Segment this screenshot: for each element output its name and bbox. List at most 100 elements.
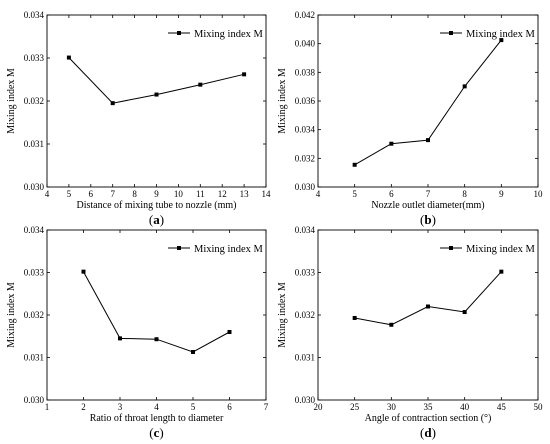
- legend-label: Mixing index M: [466, 29, 535, 40]
- x-axis-title: Distance of mixing tube to nozzle (mm): [77, 200, 237, 211]
- panel-label-close: ): [160, 212, 164, 227]
- legend: Mixing index M: [168, 29, 263, 40]
- x-tick-label: 20: [314, 402, 324, 412]
- data-point: [499, 269, 504, 274]
- x-tick-label: 6: [227, 402, 232, 412]
- data-point: [462, 310, 467, 315]
- y-tick-label: 0.031: [24, 353, 44, 363]
- legend-label: Mixing index M: [194, 29, 263, 40]
- x-tick-label: 12: [218, 189, 227, 199]
- legend: Mixing index M: [440, 29, 535, 40]
- data-point: [352, 162, 357, 167]
- panel-label: (d): [420, 425, 436, 440]
- y-tick-label: 0.040: [295, 39, 316, 49]
- panel-label-close: ): [432, 212, 436, 227]
- y-tick-label: 0.032: [24, 96, 44, 106]
- y-axis-title: Mixing index M: [277, 68, 288, 134]
- data-point: [66, 55, 71, 60]
- panel-label: (a): [149, 212, 164, 227]
- y-tick-label: 0.030: [295, 395, 316, 405]
- x-axis-title: Ratio of throat length to diameter: [90, 413, 224, 424]
- panel-label-letter: a: [153, 212, 160, 227]
- data-point: [154, 92, 159, 97]
- panel-label-open: (: [149, 425, 153, 440]
- y-tick-label: 0.034: [295, 125, 316, 135]
- panel-label: (c): [149, 425, 163, 440]
- y-tick-label: 0.030: [295, 182, 316, 192]
- y-tick-label: 0.034: [24, 10, 45, 20]
- x-tick-label: 10: [534, 189, 544, 199]
- y-axis-title: Mixing index M: [6, 68, 17, 134]
- y-axis-title: Mixing index M: [6, 282, 17, 348]
- x-tick-label: 13: [240, 189, 250, 199]
- plot-frame: [46, 229, 267, 401]
- y-tick-label: 0.030: [24, 395, 45, 405]
- series-line: [354, 271, 502, 326]
- legend-marker: [449, 246, 453, 250]
- panel-label-letter: b: [424, 212, 431, 227]
- x-tick-label: 8: [132, 189, 137, 199]
- x-tick-label: 5: [67, 189, 72, 199]
- data-point: [198, 82, 203, 87]
- x-tick-label: 8: [462, 189, 467, 199]
- y-tick-label: 0.032: [295, 310, 315, 320]
- x-tick-label: 2: [81, 402, 86, 412]
- x-axis-title: Angle of contraction section (°): [365, 413, 492, 424]
- x-tick-label: 50: [534, 402, 544, 412]
- data-point: [110, 101, 115, 106]
- chart-panel-b: 4 5 6 7 8 9 10 0.030 0.032 0.034 0.036 0.038 0.040 0.…: [277, 10, 543, 227]
- series-line: [354, 39, 502, 166]
- x-tick-label: 35: [424, 402, 434, 412]
- x-tick-label: 7: [426, 189, 431, 199]
- y-tick-label: 0.034: [24, 225, 45, 235]
- x-tick-label: 9: [499, 189, 504, 199]
- panel-label-open: (: [420, 425, 424, 440]
- y-tick-label: 0.038: [295, 67, 316, 77]
- y-tick-label: 0.030: [24, 182, 45, 192]
- data-point: [462, 84, 467, 89]
- data-point: [352, 315, 357, 320]
- chart-panel-a: 4 5 6 7 8 9 10 11 12 13 14 0.030 0.031 0.032 0.033 0.03…: [6, 10, 271, 227]
- y-tick-label: 0.033: [24, 268, 45, 278]
- data-point: [426, 304, 430, 309]
- y-tick-label: 0.031: [295, 353, 315, 363]
- data-point: [389, 322, 394, 327]
- panel-label-close: ): [159, 425, 163, 440]
- x-tick-label: 6: [89, 189, 94, 199]
- x-tick-label: 25: [350, 402, 360, 412]
- x-tick-label: 11: [196, 189, 205, 199]
- plot-frame: [46, 14, 267, 188]
- legend-marker: [449, 31, 453, 35]
- x-tick-label: 14: [262, 189, 272, 199]
- x-tick-label: 7: [110, 189, 115, 199]
- data-point: [389, 141, 394, 146]
- y-tick-label: 0.033: [295, 268, 316, 278]
- x-tick-label: 40: [460, 402, 470, 412]
- x-tick-label: 4: [45, 189, 50, 199]
- chart-panel-d: 20 25 30 35 40 45 50 0.030 0.031 0.032 0.033 0.034 A…: [277, 225, 543, 440]
- x-tick-label: 3: [118, 402, 123, 412]
- x-tick-label: 4: [316, 189, 321, 199]
- legend: Mixing index M: [440, 244, 535, 255]
- legend: Mixing index M: [168, 244, 263, 255]
- y-tick-label: 0.042: [295, 10, 315, 20]
- panel-label-letter: d: [424, 425, 432, 440]
- data-point: [242, 72, 247, 77]
- y-tick-label: 0.032: [24, 310, 44, 320]
- legend-marker: [177, 31, 181, 35]
- x-tick-label: 9: [154, 189, 159, 199]
- y-tick-label: 0.036: [295, 96, 316, 106]
- x-tick-label: 7: [264, 402, 269, 412]
- plot-frame: [317, 229, 539, 401]
- x-tick-label: 6: [389, 189, 394, 199]
- y-axis-title: Mixing index M: [277, 282, 288, 348]
- y-tick-label: 0.034: [295, 225, 316, 235]
- y-tick-label: 0.031: [24, 139, 44, 149]
- panel-label: (b): [420, 212, 436, 227]
- panel-label-letter: c: [154, 425, 160, 440]
- data-point: [499, 38, 504, 43]
- data-point: [118, 336, 122, 341]
- data-point: [191, 349, 195, 354]
- legend-label: Mixing index M: [466, 244, 535, 255]
